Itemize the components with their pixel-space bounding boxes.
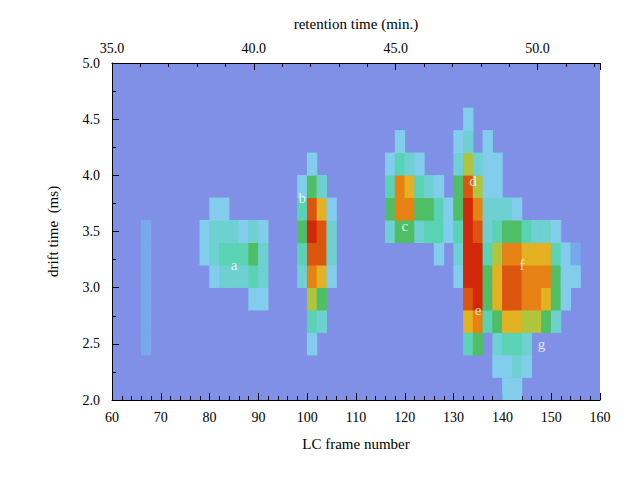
svg-text:a: a bbox=[231, 257, 238, 273]
svg-text:2.5: 2.5 bbox=[83, 336, 101, 351]
svg-text:f: f bbox=[519, 257, 524, 273]
svg-text:LC frame number: LC frame number bbox=[302, 436, 409, 452]
svg-text:120: 120 bbox=[394, 410, 415, 425]
svg-text:160: 160 bbox=[590, 410, 611, 425]
svg-text:3.5: 3.5 bbox=[83, 224, 101, 239]
svg-text:45.0: 45.0 bbox=[383, 41, 408, 56]
svg-text:5.0: 5.0 bbox=[83, 56, 101, 71]
svg-text:retention time (min.): retention time (min.) bbox=[294, 16, 419, 33]
svg-text:60: 60 bbox=[105, 410, 119, 425]
svg-text:130: 130 bbox=[443, 410, 464, 425]
svg-text:d: d bbox=[469, 173, 477, 189]
svg-text:70: 70 bbox=[154, 410, 168, 425]
svg-text:g: g bbox=[538, 336, 546, 352]
svg-text:3.0: 3.0 bbox=[83, 280, 101, 295]
svg-text:35.0: 35.0 bbox=[100, 41, 125, 56]
svg-text:c: c bbox=[401, 218, 408, 234]
svg-text:drift time (ms): drift time (ms) bbox=[45, 186, 62, 277]
svg-text:140: 140 bbox=[492, 410, 513, 425]
svg-text:80: 80 bbox=[203, 410, 217, 425]
svg-text:50.0: 50.0 bbox=[525, 41, 550, 56]
svg-text:110: 110 bbox=[346, 410, 366, 425]
svg-text:150: 150 bbox=[541, 410, 562, 425]
svg-text:4.0: 4.0 bbox=[83, 168, 101, 183]
svg-text:100: 100 bbox=[297, 410, 318, 425]
svg-text:90: 90 bbox=[251, 410, 265, 425]
svg-text:e: e bbox=[475, 302, 482, 318]
svg-text:40.0: 40.0 bbox=[242, 41, 267, 56]
svg-text:4.5: 4.5 bbox=[83, 112, 101, 127]
svg-text:2.0: 2.0 bbox=[83, 393, 101, 408]
svg-text:b: b bbox=[299, 190, 307, 206]
